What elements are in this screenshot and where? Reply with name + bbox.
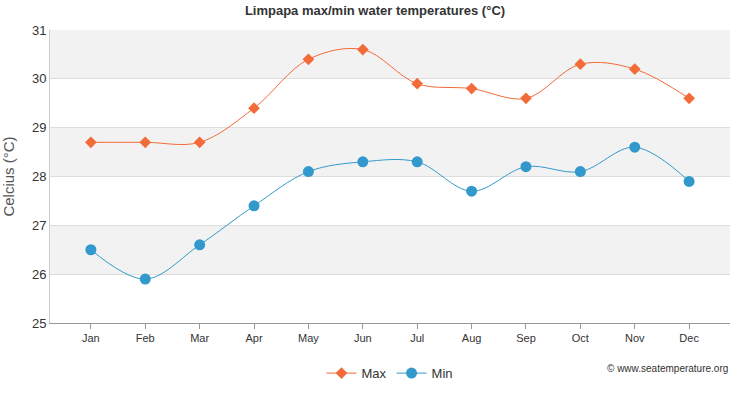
svg-text:Nov: Nov xyxy=(625,332,645,344)
svg-text:Sep: Sep xyxy=(516,332,536,344)
svg-text:Celcius (°C): Celcius (°C) xyxy=(0,136,17,216)
svg-text:Jul: Jul xyxy=(410,332,424,344)
svg-text:26: 26 xyxy=(32,267,46,282)
svg-text:27: 27 xyxy=(32,218,46,233)
svg-text:Limpapa max/min water temperat: Limpapa max/min water temperatures (°C) xyxy=(245,3,505,18)
svg-text:Feb: Feb xyxy=(136,332,155,344)
svg-text:Min: Min xyxy=(432,366,453,381)
svg-text:Oct: Oct xyxy=(572,332,589,344)
svg-text:Dec: Dec xyxy=(679,332,699,344)
svg-text:Apr: Apr xyxy=(245,332,262,344)
svg-text:© www.seatemperature.org: © www.seatemperature.org xyxy=(607,363,728,374)
svg-text:25: 25 xyxy=(32,316,46,331)
svg-text:30: 30 xyxy=(32,71,46,86)
svg-text:May: May xyxy=(298,332,319,344)
svg-text:Aug: Aug xyxy=(462,332,482,344)
svg-text:Max: Max xyxy=(362,366,387,381)
svg-text:29: 29 xyxy=(32,120,46,135)
svg-text:Jun: Jun xyxy=(354,332,372,344)
svg-text:31: 31 xyxy=(32,23,46,38)
svg-text:Jan: Jan xyxy=(82,332,100,344)
svg-text:28: 28 xyxy=(32,169,46,184)
svg-text:Mar: Mar xyxy=(190,332,209,344)
